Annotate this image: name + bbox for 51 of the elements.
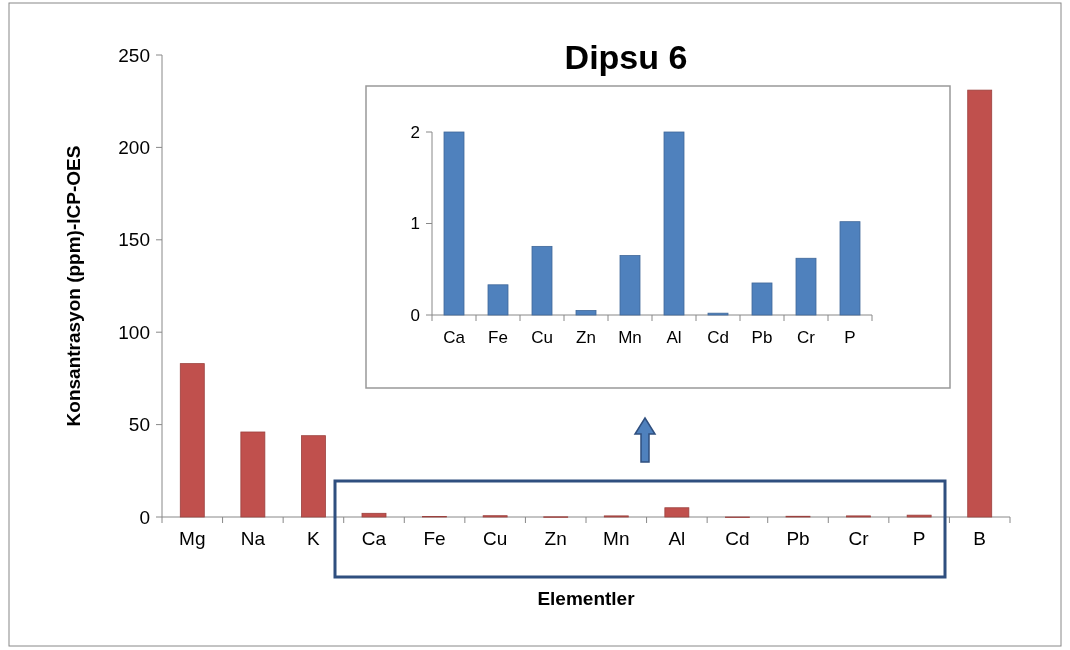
y-tick-label: 2 bbox=[410, 122, 420, 142]
y-axis-title: Konsantrasyon (ppm)-ICP-OES bbox=[63, 145, 84, 427]
x-tick-label: P bbox=[844, 328, 856, 347]
x-tick-label: P bbox=[912, 528, 926, 549]
bar bbox=[664, 507, 690, 518]
y-tick-label: 1 bbox=[410, 214, 420, 234]
bar bbox=[839, 221, 861, 316]
bar bbox=[240, 431, 266, 518]
x-tick-label: Cu bbox=[482, 528, 508, 549]
x-tick-label: Zn bbox=[576, 328, 596, 347]
x-tick-label: Mg bbox=[179, 528, 206, 549]
y-tick-label: 250 bbox=[118, 44, 150, 66]
x-axis-title: Elementler bbox=[537, 588, 636, 609]
y-tick-label: 150 bbox=[118, 229, 150, 251]
x-tick-label: Na bbox=[240, 528, 266, 549]
x-tick-label: Cr bbox=[797, 328, 816, 347]
x-tick-label: Cr bbox=[848, 528, 870, 549]
bar bbox=[301, 435, 326, 518]
x-tick-label: Ca bbox=[361, 528, 387, 549]
x-tick-label: Cd bbox=[725, 528, 750, 549]
y-tick-label: 50 bbox=[128, 414, 150, 436]
bar bbox=[619, 255, 641, 316]
bar bbox=[751, 282, 773, 316]
x-tick-label: Cu bbox=[531, 328, 553, 347]
x-tick-label: Zn bbox=[544, 528, 567, 549]
x-tick-label: Mn bbox=[603, 528, 630, 549]
chart-title: Dipsu 6 bbox=[564, 38, 688, 76]
y-tick-label: 100 bbox=[118, 321, 150, 343]
bar bbox=[443, 131, 465, 316]
x-tick-label: K bbox=[307, 528, 321, 549]
bar bbox=[531, 245, 553, 316]
x-tick-label: Al bbox=[668, 528, 686, 549]
y-tick-label: 0 bbox=[139, 506, 150, 528]
x-tick-label: Ca bbox=[443, 328, 466, 347]
y-tick-label: 0 bbox=[410, 305, 420, 325]
x-tick-label: Pb bbox=[786, 528, 810, 549]
bar bbox=[663, 131, 685, 316]
bar bbox=[487, 284, 509, 316]
x-tick-label: Pb bbox=[751, 328, 773, 347]
x-tick-label: Fe bbox=[423, 528, 446, 549]
bar bbox=[795, 257, 817, 316]
bar bbox=[575, 310, 597, 316]
bar bbox=[361, 512, 387, 518]
bar bbox=[967, 89, 993, 518]
x-tick-label: Mn bbox=[618, 328, 642, 347]
x-tick-label: Cd bbox=[707, 328, 729, 347]
y-tick-label: 200 bbox=[118, 137, 150, 159]
x-tick-label: Fe bbox=[488, 328, 508, 347]
x-tick-label: Al bbox=[666, 328, 682, 347]
x-tick-label: B bbox=[973, 528, 987, 549]
bar bbox=[179, 363, 205, 518]
